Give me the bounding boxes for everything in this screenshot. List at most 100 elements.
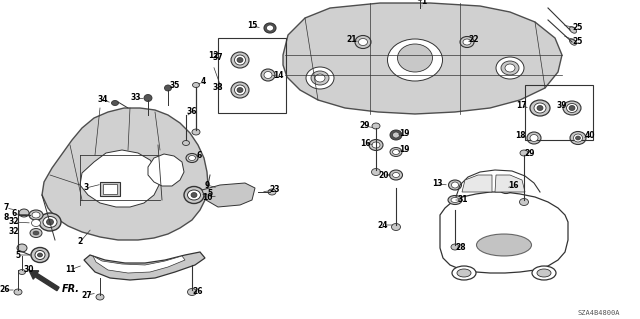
Ellipse shape bbox=[390, 147, 402, 157]
Text: 25: 25 bbox=[573, 24, 583, 33]
Ellipse shape bbox=[234, 85, 246, 95]
Text: 29: 29 bbox=[525, 149, 535, 158]
Text: 5: 5 bbox=[207, 189, 212, 198]
Text: 32: 32 bbox=[9, 227, 19, 236]
Ellipse shape bbox=[266, 25, 273, 31]
Ellipse shape bbox=[390, 130, 402, 140]
Ellipse shape bbox=[182, 140, 189, 145]
Ellipse shape bbox=[530, 135, 538, 142]
Ellipse shape bbox=[191, 192, 197, 197]
Text: 15: 15 bbox=[247, 21, 257, 31]
Ellipse shape bbox=[193, 83, 200, 87]
Polygon shape bbox=[202, 183, 255, 207]
Ellipse shape bbox=[19, 209, 29, 217]
Ellipse shape bbox=[451, 197, 459, 203]
Text: 21: 21 bbox=[347, 35, 357, 44]
Text: 27: 27 bbox=[82, 291, 92, 300]
Text: 5: 5 bbox=[15, 250, 20, 259]
Ellipse shape bbox=[47, 219, 54, 225]
Text: 25: 25 bbox=[573, 38, 583, 47]
Ellipse shape bbox=[417, 0, 423, 1]
Polygon shape bbox=[80, 150, 160, 207]
Ellipse shape bbox=[502, 185, 510, 191]
Ellipse shape bbox=[35, 250, 45, 259]
Ellipse shape bbox=[184, 187, 204, 204]
Text: 7: 7 bbox=[3, 204, 9, 212]
Text: 19: 19 bbox=[399, 145, 409, 154]
Ellipse shape bbox=[451, 244, 459, 250]
Text: 6: 6 bbox=[196, 152, 202, 160]
Text: 36: 36 bbox=[187, 108, 197, 116]
Ellipse shape bbox=[17, 244, 27, 252]
Text: 35: 35 bbox=[170, 81, 180, 91]
Polygon shape bbox=[42, 108, 208, 240]
Text: 37: 37 bbox=[212, 54, 223, 63]
Text: 3: 3 bbox=[83, 183, 88, 192]
Text: 17: 17 bbox=[516, 101, 526, 110]
Text: 24: 24 bbox=[378, 220, 388, 229]
Ellipse shape bbox=[315, 74, 325, 82]
Ellipse shape bbox=[532, 266, 556, 280]
Ellipse shape bbox=[460, 36, 474, 48]
Ellipse shape bbox=[358, 39, 367, 46]
Ellipse shape bbox=[501, 61, 519, 75]
Ellipse shape bbox=[192, 129, 200, 135]
Ellipse shape bbox=[457, 269, 471, 277]
Text: 39: 39 bbox=[557, 101, 567, 110]
Ellipse shape bbox=[268, 189, 276, 195]
Text: 4: 4 bbox=[200, 78, 205, 86]
Ellipse shape bbox=[189, 155, 195, 160]
Bar bbox=[218, 38, 286, 113]
Ellipse shape bbox=[371, 168, 381, 175]
Text: FR.: FR. bbox=[62, 284, 80, 294]
Ellipse shape bbox=[452, 266, 476, 280]
Ellipse shape bbox=[530, 100, 550, 116]
Text: 14: 14 bbox=[273, 71, 284, 80]
Text: 23: 23 bbox=[269, 186, 280, 195]
Text: 13: 13 bbox=[432, 180, 442, 189]
Ellipse shape bbox=[537, 106, 543, 110]
Polygon shape bbox=[283, 3, 562, 114]
Bar bbox=[100, 182, 120, 196]
Text: 34: 34 bbox=[98, 95, 108, 105]
Ellipse shape bbox=[237, 57, 243, 63]
Ellipse shape bbox=[397, 44, 433, 72]
Ellipse shape bbox=[32, 212, 40, 218]
Ellipse shape bbox=[534, 103, 546, 113]
Text: 16: 16 bbox=[360, 138, 371, 147]
Text: 6: 6 bbox=[12, 210, 17, 219]
Polygon shape bbox=[462, 175, 492, 192]
Bar bbox=[525, 85, 593, 140]
Polygon shape bbox=[495, 175, 525, 192]
Text: 31: 31 bbox=[458, 196, 468, 204]
Text: 30: 30 bbox=[24, 265, 35, 275]
Ellipse shape bbox=[369, 139, 383, 151]
Ellipse shape bbox=[29, 210, 43, 220]
Ellipse shape bbox=[30, 228, 42, 238]
Ellipse shape bbox=[231, 52, 249, 68]
Ellipse shape bbox=[570, 39, 577, 45]
Ellipse shape bbox=[575, 136, 580, 140]
Text: 12: 12 bbox=[208, 50, 218, 60]
Text: 20: 20 bbox=[379, 170, 389, 180]
Ellipse shape bbox=[372, 142, 380, 148]
Text: 22: 22 bbox=[468, 35, 479, 44]
Ellipse shape bbox=[234, 55, 246, 65]
Ellipse shape bbox=[237, 87, 243, 93]
Ellipse shape bbox=[188, 288, 196, 295]
Text: 9: 9 bbox=[204, 181, 210, 189]
Ellipse shape bbox=[390, 170, 403, 180]
Text: 19: 19 bbox=[399, 129, 409, 137]
Ellipse shape bbox=[563, 101, 581, 115]
Ellipse shape bbox=[14, 289, 22, 295]
Text: 8: 8 bbox=[3, 213, 9, 222]
Ellipse shape bbox=[569, 106, 575, 110]
Ellipse shape bbox=[451, 182, 458, 188]
Text: 16: 16 bbox=[508, 182, 518, 190]
Polygon shape bbox=[440, 192, 568, 273]
Text: 32: 32 bbox=[9, 218, 19, 226]
Text: 26: 26 bbox=[193, 287, 204, 296]
Ellipse shape bbox=[186, 153, 198, 162]
Ellipse shape bbox=[144, 94, 152, 101]
Polygon shape bbox=[84, 252, 205, 280]
